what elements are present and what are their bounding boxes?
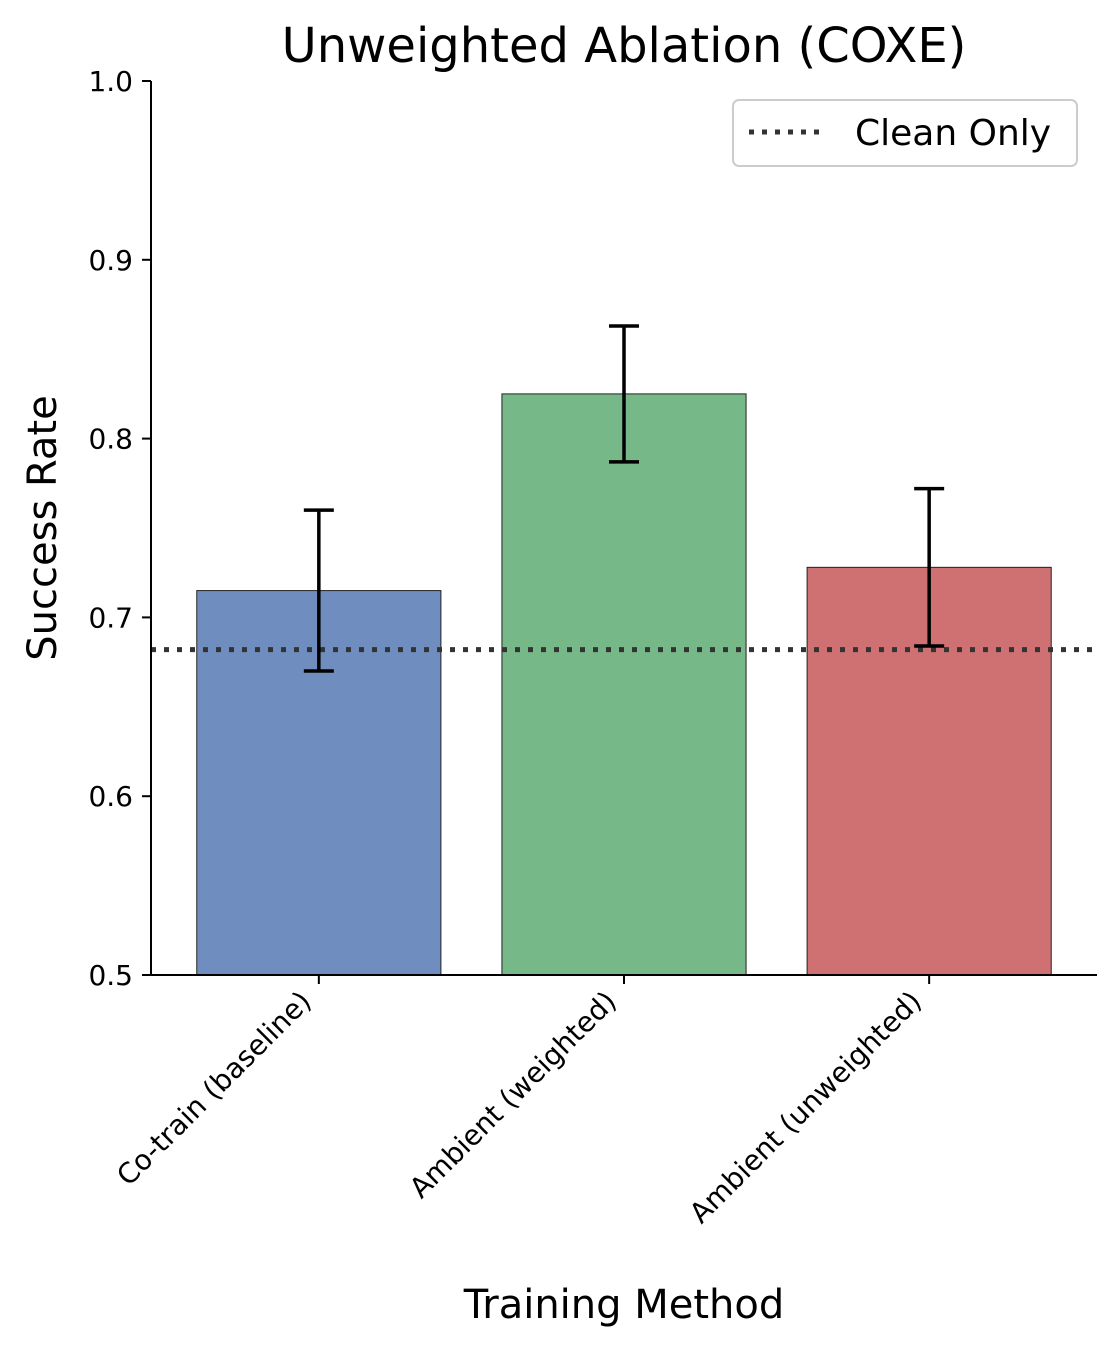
x-tick-label: Ambient (unweighted) [683,985,928,1230]
y-tick-label: 1.0 [88,65,133,98]
y-tick-label: 0.6 [88,780,133,813]
y-tick-label: 0.5 [88,959,133,992]
y-axis-label: Success Rate [20,395,66,660]
x-ticks: Co-train (baseline) Ambient (weighted) Amb… [110,975,931,1230]
x-tick-label: Co-train (baseline) [110,985,318,1193]
x-tick-label: Ambient (weighted) [403,985,623,1205]
legend: Clean Only [732,99,1078,167]
y-tick-label: 0.8 [88,423,133,456]
y-ticks: 0.5 0.6 0.7 0.8 0.9 1.0 [88,65,151,992]
y-tick-label: 0.7 [88,601,133,634]
y-tick-label: 0.9 [88,244,133,277]
bars-layer [196,393,1052,976]
chart-title: Unweighted Ablation (COXE) [282,18,967,74]
x-axis-label: Training Method [463,1282,785,1328]
error-bars-layer [303,324,945,673]
bar-2 [501,393,747,976]
legend-frame [732,99,1078,167]
legend-label: Clean Only [855,113,1051,154]
